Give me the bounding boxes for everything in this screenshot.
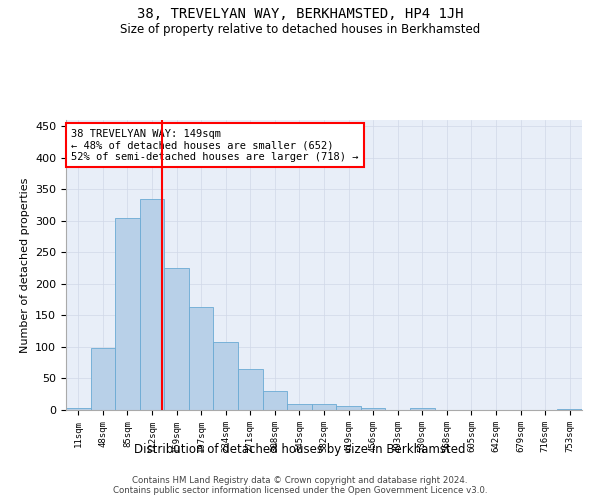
Bar bbox=[287, 404, 312, 410]
Text: 38 TREVELYAN WAY: 149sqm
← 48% of detached houses are smaller (652)
52% of semi-: 38 TREVELYAN WAY: 149sqm ← 48% of detach… bbox=[71, 128, 359, 162]
Text: Distribution of detached houses by size in Berkhamsted: Distribution of detached houses by size … bbox=[134, 442, 466, 456]
Bar bbox=[140, 199, 164, 410]
Y-axis label: Number of detached properties: Number of detached properties bbox=[20, 178, 29, 352]
Text: Contains HM Land Registry data © Crown copyright and database right 2024.: Contains HM Land Registry data © Crown c… bbox=[132, 476, 468, 485]
Bar bbox=[336, 406, 361, 410]
Bar bbox=[238, 369, 263, 410]
Bar bbox=[263, 391, 287, 410]
Bar bbox=[410, 408, 434, 410]
Bar bbox=[557, 408, 582, 410]
Bar bbox=[66, 408, 91, 410]
Bar bbox=[361, 408, 385, 410]
Text: Size of property relative to detached houses in Berkhamsted: Size of property relative to detached ho… bbox=[120, 22, 480, 36]
Bar bbox=[214, 342, 238, 410]
Bar bbox=[91, 348, 115, 410]
Bar bbox=[164, 268, 189, 410]
Bar bbox=[312, 404, 336, 410]
Bar bbox=[189, 307, 214, 410]
Text: 38, TREVELYAN WAY, BERKHAMSTED, HP4 1JH: 38, TREVELYAN WAY, BERKHAMSTED, HP4 1JH bbox=[137, 8, 463, 22]
Bar bbox=[115, 218, 140, 410]
Text: Contains public sector information licensed under the Open Government Licence v3: Contains public sector information licen… bbox=[113, 486, 487, 495]
